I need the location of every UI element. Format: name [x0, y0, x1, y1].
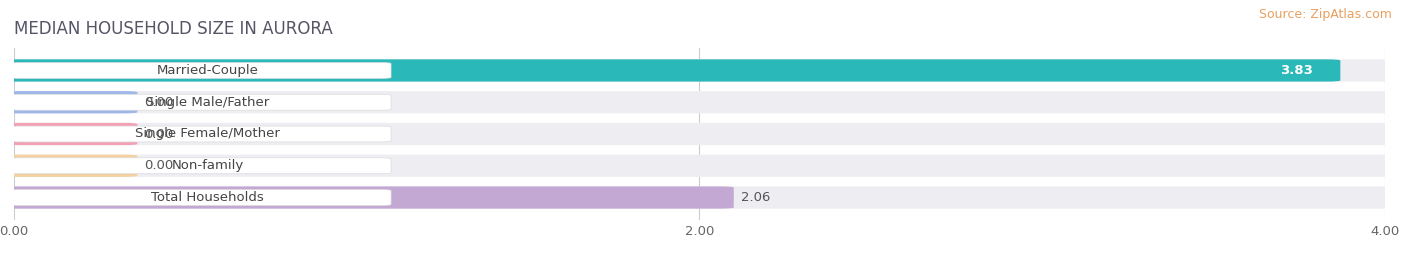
FancyBboxPatch shape: [11, 62, 391, 79]
FancyBboxPatch shape: [0, 123, 138, 145]
Text: Non-family: Non-family: [172, 159, 243, 172]
Text: 0.00: 0.00: [145, 159, 173, 172]
Text: MEDIAN HOUSEHOLD SIZE IN AURORA: MEDIAN HOUSEHOLD SIZE IN AURORA: [14, 20, 333, 38]
Text: 0.00: 0.00: [145, 96, 173, 109]
FancyBboxPatch shape: [0, 91, 138, 113]
FancyBboxPatch shape: [0, 123, 1399, 145]
Text: Source: ZipAtlas.com: Source: ZipAtlas.com: [1258, 8, 1392, 21]
FancyBboxPatch shape: [11, 189, 391, 206]
FancyBboxPatch shape: [0, 187, 734, 209]
Text: Single Male/Father: Single Male/Father: [146, 96, 270, 109]
Text: 2.06: 2.06: [741, 191, 770, 204]
FancyBboxPatch shape: [0, 59, 1399, 81]
Text: Total Households: Total Households: [152, 191, 264, 204]
FancyBboxPatch shape: [11, 158, 391, 174]
Text: 3.83: 3.83: [1279, 64, 1313, 77]
Text: Married-Couple: Married-Couple: [156, 64, 259, 77]
FancyBboxPatch shape: [0, 155, 138, 177]
FancyBboxPatch shape: [11, 126, 391, 142]
FancyBboxPatch shape: [0, 155, 1399, 177]
FancyBboxPatch shape: [0, 91, 1399, 113]
FancyBboxPatch shape: [11, 94, 391, 110]
FancyBboxPatch shape: [0, 187, 1399, 209]
Text: Single Female/Mother: Single Female/Mother: [135, 128, 280, 140]
FancyBboxPatch shape: [0, 59, 1340, 81]
Text: 0.00: 0.00: [145, 128, 173, 140]
